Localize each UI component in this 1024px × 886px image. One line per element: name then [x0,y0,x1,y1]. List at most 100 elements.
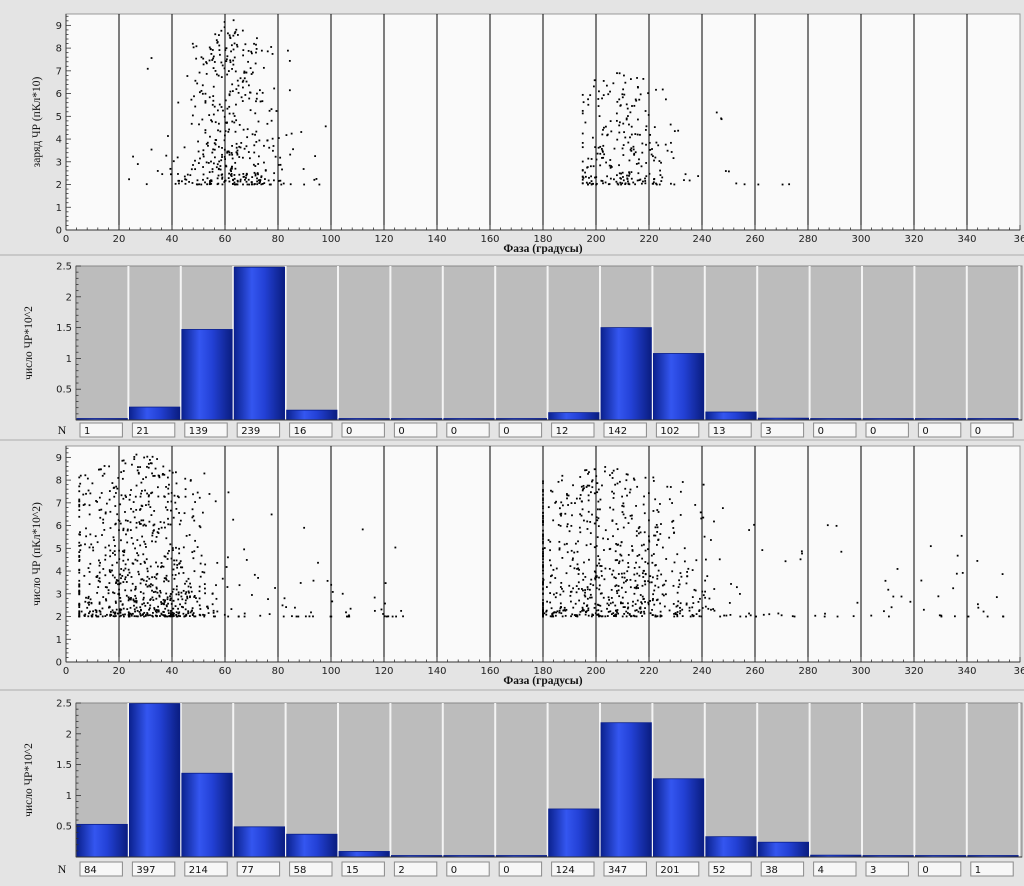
scatter-point [175,559,178,562]
scatter-point [211,603,214,606]
scatter-point [189,174,192,177]
scatter-point [542,534,544,537]
scatter-point [590,183,593,186]
scatter-point [242,79,245,82]
scatter-point [635,530,638,533]
scatter-point [666,149,669,152]
scatter-point [184,182,187,185]
scatter-point [606,615,609,617]
scatter-point [644,129,647,131]
scatter-point [633,615,636,618]
y-axis-title: число ЧР*10^2 [23,743,35,817]
scatter-point [155,586,158,589]
scatter-point [157,610,160,613]
scatter-point [555,500,557,503]
scatter-point [178,572,180,575]
scatter-point [615,609,617,612]
scatter-point [692,615,695,618]
scatter-point [207,612,210,614]
scatter-point [184,495,187,498]
scatter-point [118,558,121,561]
scatter-point [542,520,544,522]
y-tick-label: 4 [56,567,62,578]
scatter-point [191,42,194,45]
count-value: 4 [818,865,824,876]
scatter-point [155,611,158,614]
scatter-point [172,516,175,519]
scatter-point [646,548,649,551]
scatter-point [135,484,138,487]
scatter-point [632,145,635,148]
x-tick-label: 80 [272,666,285,677]
count-value: 84 [84,865,97,876]
scatter-point [257,173,259,176]
scatter-point [99,516,102,519]
scatter-point [230,170,232,173]
scatter-point [78,615,81,618]
scatter-point [549,559,551,562]
scatter-point [209,180,211,182]
scatter-point [161,565,163,568]
scatter-point [345,611,347,614]
count-field [393,422,438,438]
scatter-point [628,171,630,174]
scatter-point [203,614,206,616]
scatter-point [614,604,617,607]
scatter-point [203,571,206,574]
scatter-point [136,469,139,472]
count-value: 397 [136,865,155,876]
scatter-point [122,497,125,500]
x-tick-label: 100 [321,234,340,245]
scatter-point [659,533,662,535]
scatter-point [542,505,544,508]
scatter-point [652,593,655,596]
scatter-point [245,559,248,561]
scatter-point [644,110,647,112]
scatter-point [683,179,685,182]
scatter-point [128,498,131,501]
scatter-point [686,571,689,573]
scatter-point [104,586,107,588]
y-tick-label: 1 [56,203,62,214]
scatter-point [679,490,682,493]
scatter-point [597,146,600,149]
scatter-point [559,606,562,609]
scatter-point [177,173,179,175]
scatter-point [151,491,154,494]
scatter-point [196,600,199,603]
scatter-point [253,144,256,147]
scatter-point [636,584,639,587]
x-tick-label: 280 [798,234,817,245]
scatter-point [719,615,722,618]
scatter-point [254,173,257,176]
scatter-point [139,614,142,617]
scatter-point [542,547,544,550]
scatter-point [130,489,132,491]
scatter-point [124,589,127,592]
scatter-point [246,183,249,186]
scatter-point [562,590,565,593]
scatter-point [119,582,122,585]
scatter-point [605,84,608,87]
scatter-point [550,489,552,492]
scatter-point [245,145,248,148]
scatter-point [120,577,122,580]
x-tick-label: 260 [745,666,764,677]
scatter-point [643,531,646,534]
count-field [341,861,385,877]
scatter-point [180,595,183,598]
scatter-point [542,609,544,612]
scatter-point [243,70,246,73]
scatter-point [635,505,637,507]
scatter-point [654,498,657,501]
scatter-point [612,508,615,511]
scatter-point [600,565,603,567]
scatter-point [637,527,640,530]
scatter-point [593,570,596,573]
scatter-point [229,169,232,171]
scatter-point [151,589,153,592]
scatter-point [148,584,151,587]
scatter-point [654,534,657,537]
scatter-point [187,577,190,580]
scatter-point [186,597,189,600]
